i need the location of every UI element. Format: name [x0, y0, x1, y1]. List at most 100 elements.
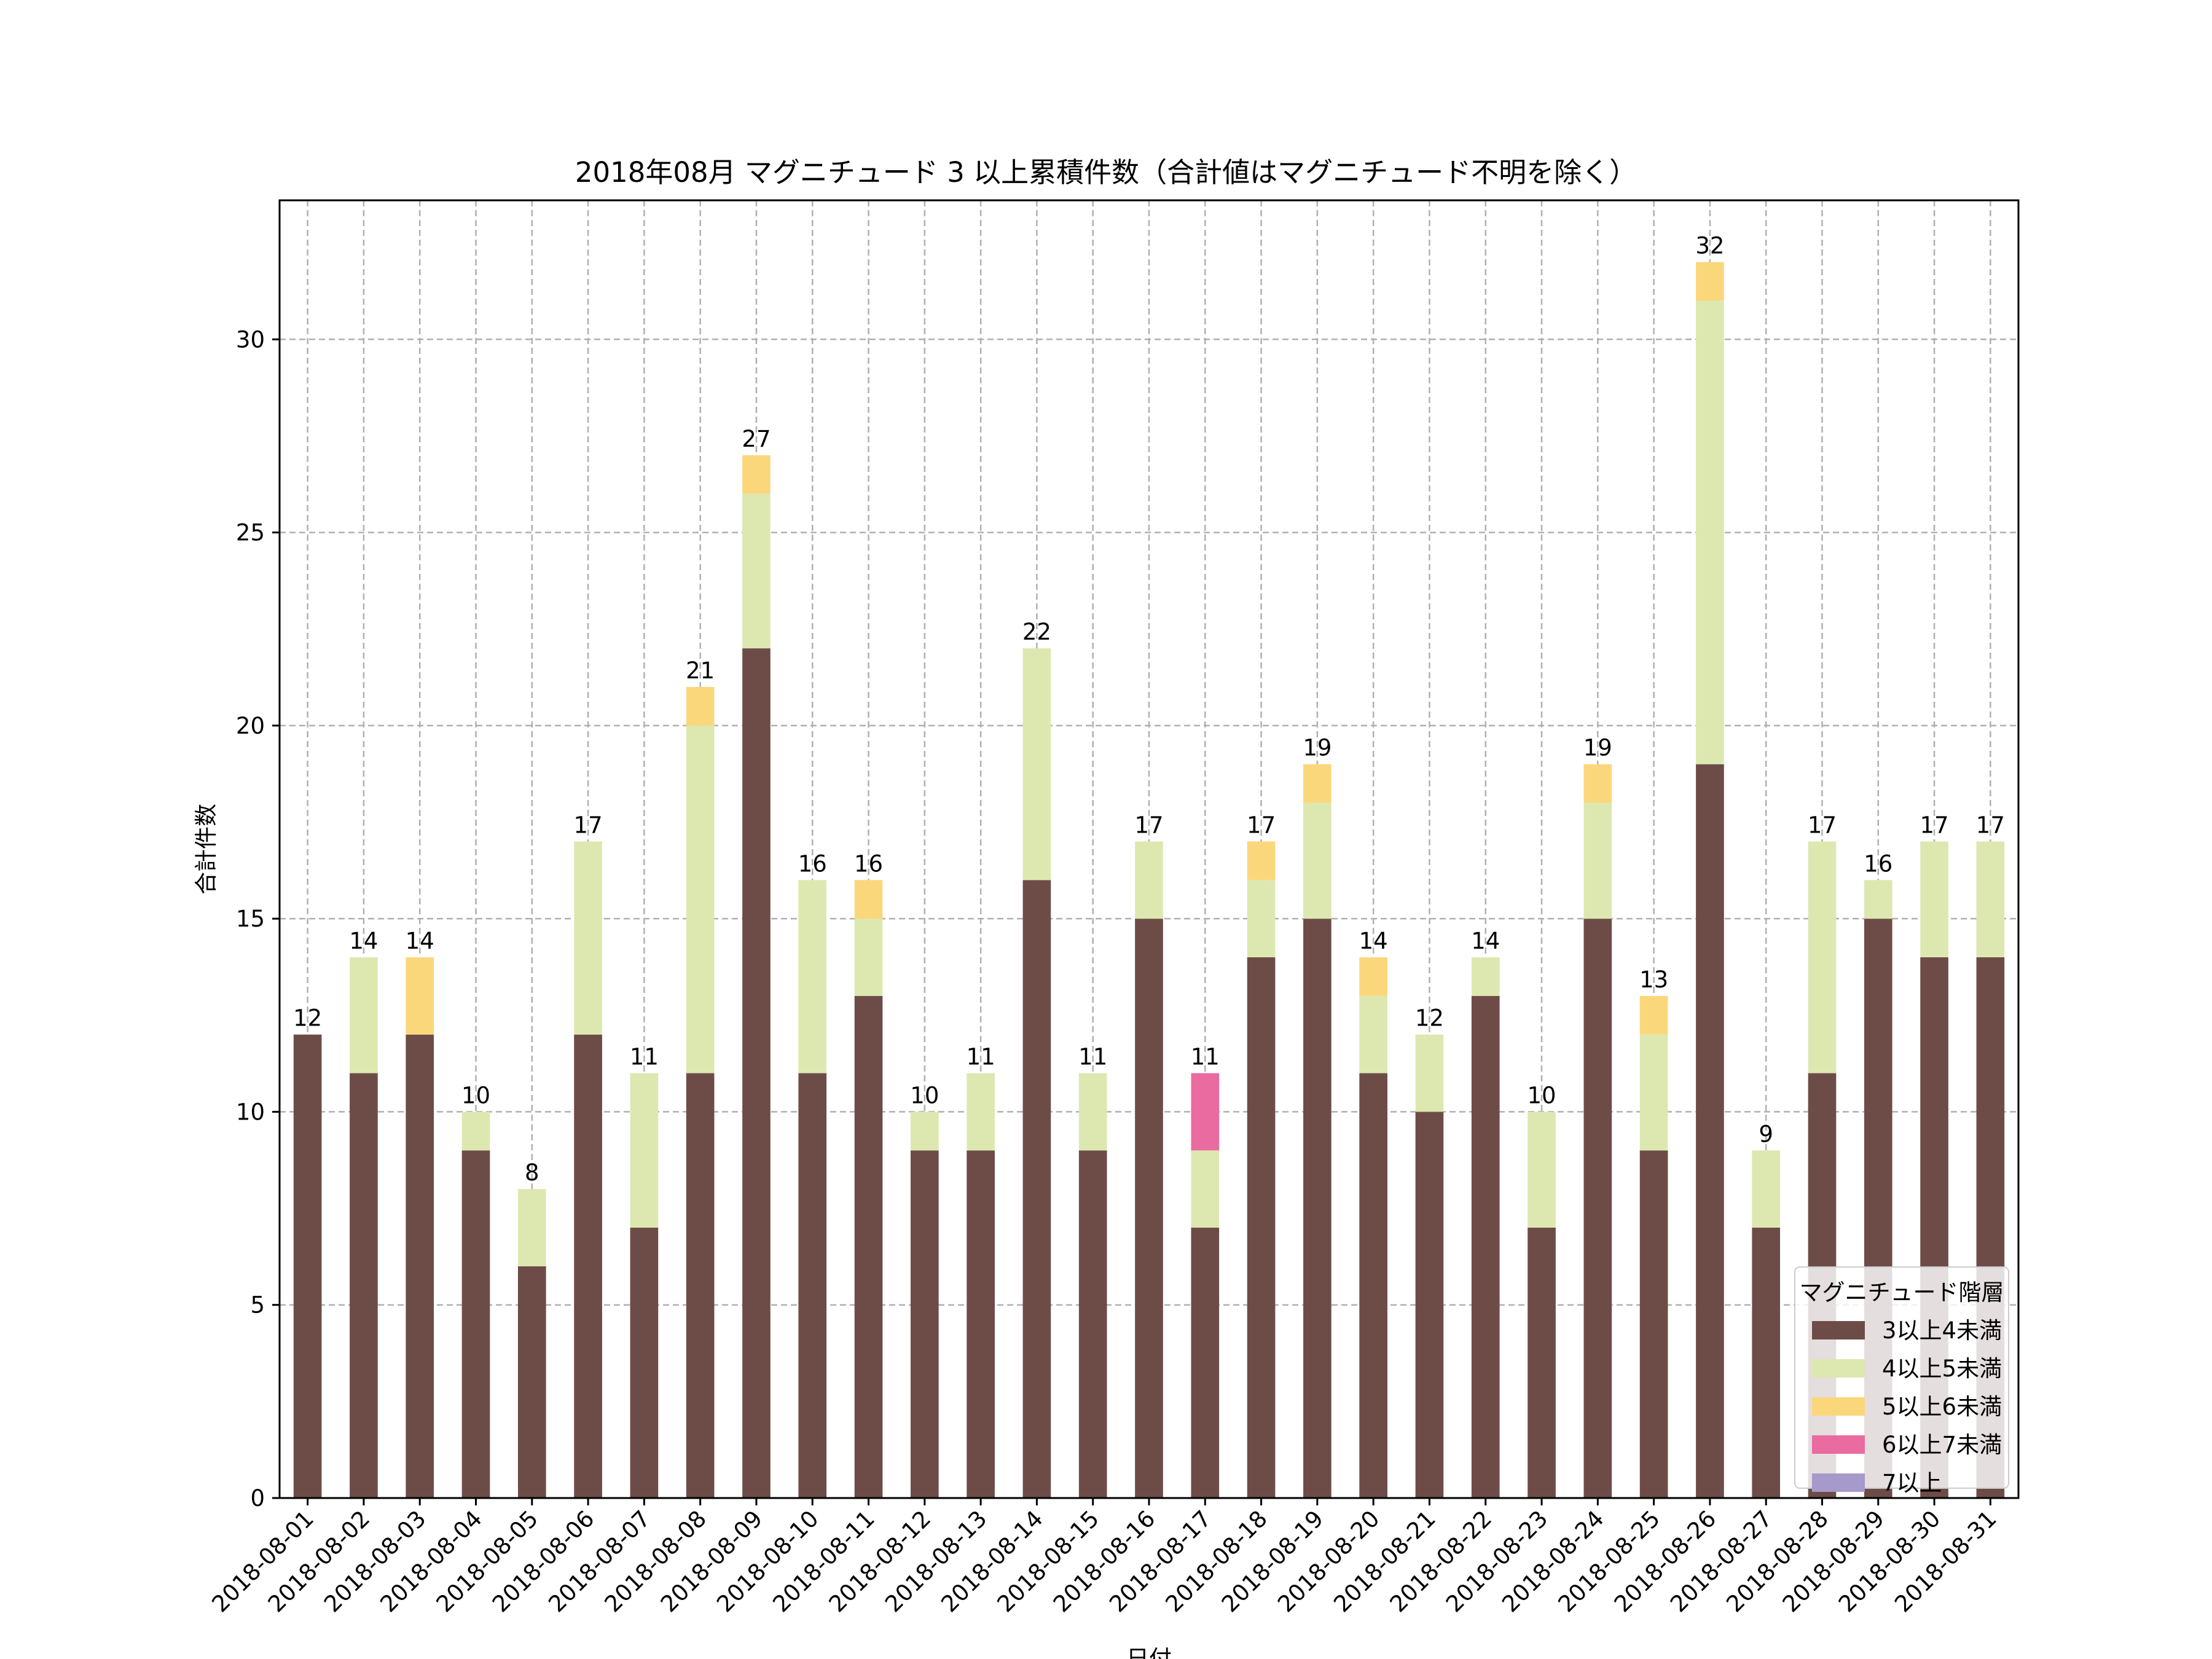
- bar-segment: [1583, 919, 1612, 1498]
- bar-segment: [517, 1266, 546, 1498]
- y-tick-label: 30: [236, 326, 265, 353]
- bar-total-label: 13: [1639, 967, 1668, 993]
- y-tick-label: 15: [236, 906, 265, 932]
- y-tick-label: 5: [250, 1292, 265, 1319]
- bar-segment: [1247, 841, 1276, 880]
- y-axis-label: 合計件数: [193, 804, 219, 895]
- bar-total-label: 10: [461, 1082, 490, 1108]
- bar-total-label: 16: [1864, 850, 1892, 877]
- y-tick-label: 0: [250, 1485, 265, 1512]
- bar-total-label: 11: [1191, 1044, 1220, 1070]
- bar-total-label: 12: [293, 1005, 322, 1032]
- chart-title: 2018年08月 マグニチュード 3 以上累積件数（合計値はマグニチュード不明を…: [575, 156, 1637, 189]
- bar-segment: [854, 880, 883, 919]
- bar-segment: [686, 1073, 715, 1498]
- bar-total-label: 10: [1527, 1082, 1556, 1108]
- bar-segment: [1696, 262, 1724, 301]
- bar-segment: [630, 1228, 659, 1498]
- legend: マグニチュード階層 3以上4未満 4以上5未満 5以上6未満 6以上7未満 7以上: [1794, 1266, 2009, 1496]
- bar-segment: [1191, 1228, 1220, 1498]
- bar-segment: [1583, 802, 1612, 919]
- bar-total-label: 14: [1471, 928, 1500, 954]
- bar-total-label: 11: [630, 1044, 659, 1070]
- legend-title: マグニチュード階層: [1800, 1279, 2004, 1306]
- legend-swatch: [1812, 1359, 1865, 1378]
- bar-segment: [1359, 1073, 1387, 1498]
- bar-segment: [1752, 1228, 1781, 1498]
- bar-segment: [1191, 1150, 1220, 1228]
- x-axis: 2018-08-012018-08-022018-08-032018-08-04…: [207, 1498, 2002, 1617]
- bar-total-label: 11: [967, 1044, 995, 1070]
- bar-segment: [461, 1150, 490, 1498]
- bar-segment: [461, 1112, 490, 1151]
- bar-segment: [967, 1150, 995, 1498]
- bar-segment: [1864, 880, 1892, 919]
- bar-segment: [1078, 1150, 1107, 1498]
- bar-segment: [517, 1189, 546, 1266]
- legend-swatch: [1812, 1435, 1865, 1454]
- bar-segment: [350, 1073, 378, 1498]
- bar-segment: [1135, 919, 1163, 1498]
- bar-segment: [798, 1073, 827, 1498]
- bar-segment: [406, 1034, 434, 1498]
- bar-segment: [1303, 764, 1332, 803]
- bar-total-label: 17: [1247, 812, 1276, 838]
- legend-label: 4以上5未満: [1882, 1355, 2002, 1382]
- bar-segment: [1471, 957, 1500, 996]
- bar-total-label: 17: [1808, 812, 1837, 838]
- bar-segment: [911, 1112, 939, 1151]
- bar-segment: [1639, 1150, 1668, 1498]
- bar-segment: [1471, 995, 1500, 1498]
- bar-segment: [1247, 880, 1276, 957]
- bar-total-label: 19: [1583, 735, 1612, 761]
- bar-segment: [1415, 1034, 1444, 1112]
- bar-total-label: 17: [1976, 812, 2005, 838]
- bar-total-label: 19: [1303, 735, 1332, 761]
- bar-total-label: 11: [1078, 1044, 1107, 1070]
- bar-segment: [1303, 802, 1332, 919]
- bar-total-label: 27: [742, 426, 771, 452]
- bar-total-label: 14: [1359, 928, 1388, 954]
- bar-total-label: 17: [1134, 812, 1163, 838]
- bar-segment: [574, 841, 602, 1035]
- bar-segment: [1808, 841, 1837, 1073]
- bar-segment: [1583, 764, 1612, 803]
- bar-segment: [1920, 841, 1948, 957]
- bar-segment: [686, 725, 715, 1073]
- bar-segment: [1359, 957, 1387, 996]
- bar-segment: [1415, 1112, 1444, 1498]
- bar-segment: [1303, 919, 1332, 1498]
- bar-segment: [1191, 1073, 1220, 1151]
- bar-total-label: 22: [1022, 619, 1051, 645]
- bar-total-label: 17: [1920, 812, 1949, 838]
- bar-segment: [911, 1150, 939, 1498]
- legend-swatch: [1812, 1321, 1865, 1339]
- bar-segment: [1359, 995, 1387, 1073]
- bar-segment: [1022, 880, 1051, 1498]
- y-tick-label: 10: [236, 1099, 265, 1125]
- bar-total-label: 21: [686, 657, 715, 684]
- legend-label: 7以上: [1882, 1470, 1942, 1496]
- bar-segment: [742, 493, 771, 649]
- bar-segment: [406, 957, 434, 1035]
- legend-label: 3以上4未満: [1882, 1317, 2002, 1344]
- bar-segment: [798, 880, 827, 1073]
- bar-segment: [686, 687, 715, 726]
- bar-total-label: 10: [910, 1082, 939, 1108]
- bar-segment: [1078, 1073, 1107, 1151]
- bar-segment: [742, 455, 771, 494]
- bar-total-label: 9: [1759, 1121, 1773, 1147]
- bar-segment: [1696, 300, 1724, 764]
- bar-total-label: 16: [854, 850, 883, 877]
- bar-segment: [1135, 841, 1163, 919]
- y-tick-label: 25: [236, 520, 265, 546]
- legend-label: 5以上6未満: [1882, 1394, 2002, 1420]
- y-axis: 0 5 10 15 20 25 30: [236, 326, 280, 1512]
- bar-total-label: 14: [349, 928, 378, 954]
- bar-segment: [1022, 648, 1051, 880]
- bar-total-label: 8: [525, 1159, 539, 1186]
- bar-segment: [1247, 957, 1276, 1498]
- bar-segment: [854, 919, 883, 996]
- total-labels: 12 14 14 10 8 17 11 21 27 16 16 10 11 22 11 17 11 17 19 14 1…: [293, 233, 2005, 1186]
